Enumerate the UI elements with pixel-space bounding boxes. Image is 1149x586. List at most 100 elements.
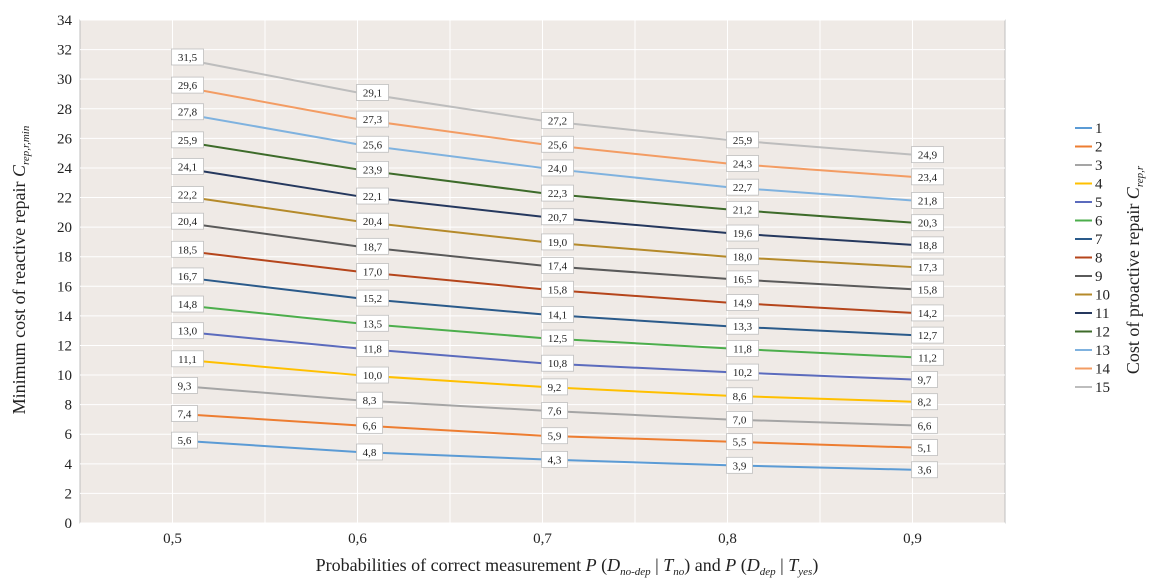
data-label-text: 8,2 [918,397,932,409]
data-label: 16,7 [171,267,204,285]
data-label: 24,1 [171,158,204,175]
data-label-box [356,314,389,332]
legend-item-13: 13 [1075,343,1110,359]
data-label-text: 9,7 [918,374,932,386]
data-label-box [356,110,389,128]
y-tick-label: 32 [57,43,72,59]
y-tick-label: 18 [57,250,72,266]
data-label-text: 6,6 [918,420,932,432]
data-label: 22,7 [726,178,759,196]
data-label: 4,3 [541,450,568,468]
x-tick-label: 0,8 [718,531,737,547]
legend-label: 7 [1095,232,1103,248]
data-label-text: 13,3 [733,321,753,333]
data-label: 12,5 [541,329,574,347]
legend-label: 14 [1095,362,1111,378]
y-tick-label: 6 [65,427,73,443]
data-label: 9,7 [911,371,938,388]
data-label: 17,4 [541,257,574,274]
legend-label: 4 [1095,177,1103,193]
data-label-box [726,200,759,218]
x-tick-label: 0,6 [348,531,367,547]
data-label-box [726,340,759,357]
data-label-box [541,427,568,445]
data-label: 11,1 [171,350,204,368]
data-label: 5,5 [726,433,753,451]
data-label-box [171,405,198,422]
data-label: 27,2 [541,112,574,129]
data-label-box [171,131,204,149]
data-label-box [171,240,204,258]
data-label-text: 31,5 [178,52,198,64]
data-label-box [911,326,944,344]
data-label-text: 15,8 [918,284,938,296]
data-label-text: 18,8 [918,240,938,252]
legend-item-12: 12 [1075,325,1110,341]
data-label-box [171,212,204,230]
data-label-box [171,322,204,340]
data-label-text: 22,2 [178,190,197,202]
data-label-text: 15,8 [548,284,568,296]
data-label: 13,3 [726,317,759,335]
data-label-text: 4,3 [548,454,562,466]
data-label-box [911,304,944,322]
x-tick-label: 0,5 [163,531,182,547]
legend-label: 9 [1095,269,1103,285]
legend-title: Cost of proactive repair Crep,r [1123,165,1146,374]
data-label-box [171,350,204,368]
data-label-box [726,456,753,474]
data-label: 6,6 [356,416,383,434]
data-label-text: 29,1 [363,87,382,99]
data-label: 29,6 [171,76,204,94]
legend-label: 12 [1095,325,1110,341]
data-label-text: 24,1 [178,161,197,173]
y-tick-label: 16 [57,279,73,295]
data-label-text: 27,3 [363,114,383,126]
y-tick-label: 20 [57,220,72,236]
data-label-text: 17,4 [548,261,568,273]
y-tick-label: 28 [57,102,72,118]
data-label-text: 18,7 [363,241,383,253]
data-label-text: 4,8 [363,447,377,459]
data-label-text: 11,8 [733,343,752,355]
legend-item-8: 8 [1075,251,1103,267]
data-label: 23,4 [911,168,944,186]
data-label: 10,0 [356,366,389,384]
data-label-text: 22,3 [548,188,568,200]
legend-item-4: 4 [1075,177,1103,193]
data-label-box [171,48,204,66]
y-tick-label: 8 [65,398,73,414]
data-label-text: 14,9 [733,298,753,310]
data-label-text: 14,1 [548,309,567,321]
legend-item-2: 2 [1075,140,1103,156]
y-tick-label: 10 [57,368,72,384]
data-label-box [911,258,944,276]
data-label: 11,8 [356,340,389,357]
data-label: 17,0 [356,263,389,280]
legend-label: 15 [1095,380,1110,396]
data-label-text: 15,2 [363,293,382,305]
data-label-box [541,112,574,129]
data-label-text: 24,3 [733,159,753,171]
data-label-text: 9,2 [548,382,562,394]
data-label-box [911,146,944,164]
data-label-text: 21,2 [733,204,752,216]
data-label-box [356,416,383,434]
data-label-text: 22,1 [363,191,382,203]
data-label-text: 23,9 [363,164,383,176]
data-label: 5,6 [171,431,198,449]
data-label-text: 20,4 [178,216,198,228]
legend-item-11: 11 [1075,306,1109,322]
data-label: 8,3 [356,391,383,409]
data-label: 15,8 [911,280,944,298]
data-label-box [171,377,198,394]
legend-item-6: 6 [1075,214,1103,230]
legend-label: 3 [1095,158,1103,174]
data-label-text: 5,5 [733,437,747,449]
legend-item-15: 15 [1075,380,1110,396]
data-label: 6,6 [911,416,938,434]
x-tick-label: 0,9 [903,531,922,547]
